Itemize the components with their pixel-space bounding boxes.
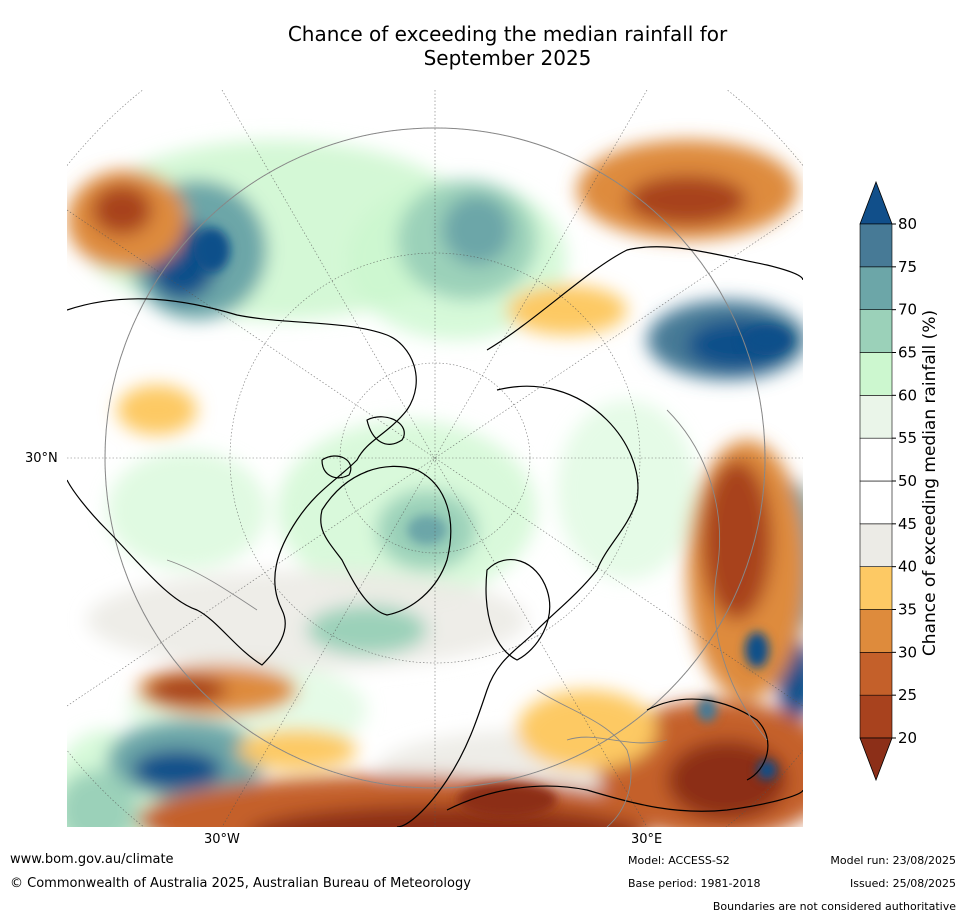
colorbar-tick-label: 40 [898, 558, 917, 576]
lon-label-30e: 30°E [631, 832, 663, 847]
lon-label-30w: 30°W [204, 832, 240, 847]
colorbar-bin [859, 352, 893, 396]
colorbar-bin [859, 523, 893, 567]
title-line-2: September 2025 [423, 46, 592, 70]
colorbar-tick-label: 55 [898, 429, 917, 447]
colorbar-arrow-top [859, 180, 893, 225]
colorbar-tick-label: 30 [898, 643, 917, 661]
probability-detail [194, 228, 792, 818]
lat-label-30n: 30°N [25, 451, 58, 466]
colorbar-tick-label: 75 [898, 258, 917, 276]
colorbar-tick-label: 35 [898, 601, 917, 619]
coastlines [67, 246, 803, 827]
colorbar-bin [859, 652, 893, 696]
forecast-map [67, 90, 803, 827]
colorbar-bin [859, 395, 893, 439]
boundaries-disclaimer: Boundaries are not considered authoritat… [712, 900, 956, 913]
probability-field [67, 140, 803, 827]
colorbar-bin [859, 480, 893, 525]
copyright-text: © Commonwealth of Australia 2025, Austra… [10, 876, 471, 891]
colorbar-arrow-bottom [859, 737, 893, 782]
colorbar-bin [859, 437, 893, 482]
colorbar-tick-label: 80 [898, 215, 917, 233]
colorbar-tick-label: 65 [898, 344, 917, 362]
base-period: Base period: 1981-2018 [628, 877, 761, 890]
model-name: Model: ACCESS-S2 [628, 854, 730, 867]
map-canvas [67, 90, 803, 827]
colorbar-tick-label: 25 [898, 686, 917, 704]
colorbar-tick-label: 60 [898, 386, 917, 404]
title-line-1: Chance of exceeding the median rainfall … [287, 22, 728, 46]
colorbar-bin [859, 694, 893, 739]
country-borders [166, 409, 768, 827]
map-boundary-circle [104, 127, 766, 789]
colorbar-tick-label: 70 [898, 301, 917, 319]
colorbar-bin [859, 223, 893, 268]
map-title: Chance of exceeding the median rainfall … [0, 22, 965, 70]
colorbar-bin [859, 309, 893, 353]
colorbar-bin [859, 566, 893, 610]
website-link[interactable]: www.bom.gov.au/climate [10, 852, 174, 867]
colorbar-title: Chance of exceeding median rainfall (%) [920, 309, 940, 657]
colorbar-bin [859, 266, 893, 310]
model-run: Model run: 23/08/2025 [830, 854, 956, 867]
issued-date: Issued: 25/08/2025 [849, 877, 956, 890]
colorbar: 20 25 30 35 40 45 50 55 60 65 70 75 80 [859, 180, 917, 782]
colorbar-tick-label: 50 [898, 472, 917, 490]
colorbar-bin [859, 609, 893, 653]
colorbar-tick-label: 45 [898, 515, 917, 533]
colorbar-tick-label: 20 [898, 729, 917, 747]
